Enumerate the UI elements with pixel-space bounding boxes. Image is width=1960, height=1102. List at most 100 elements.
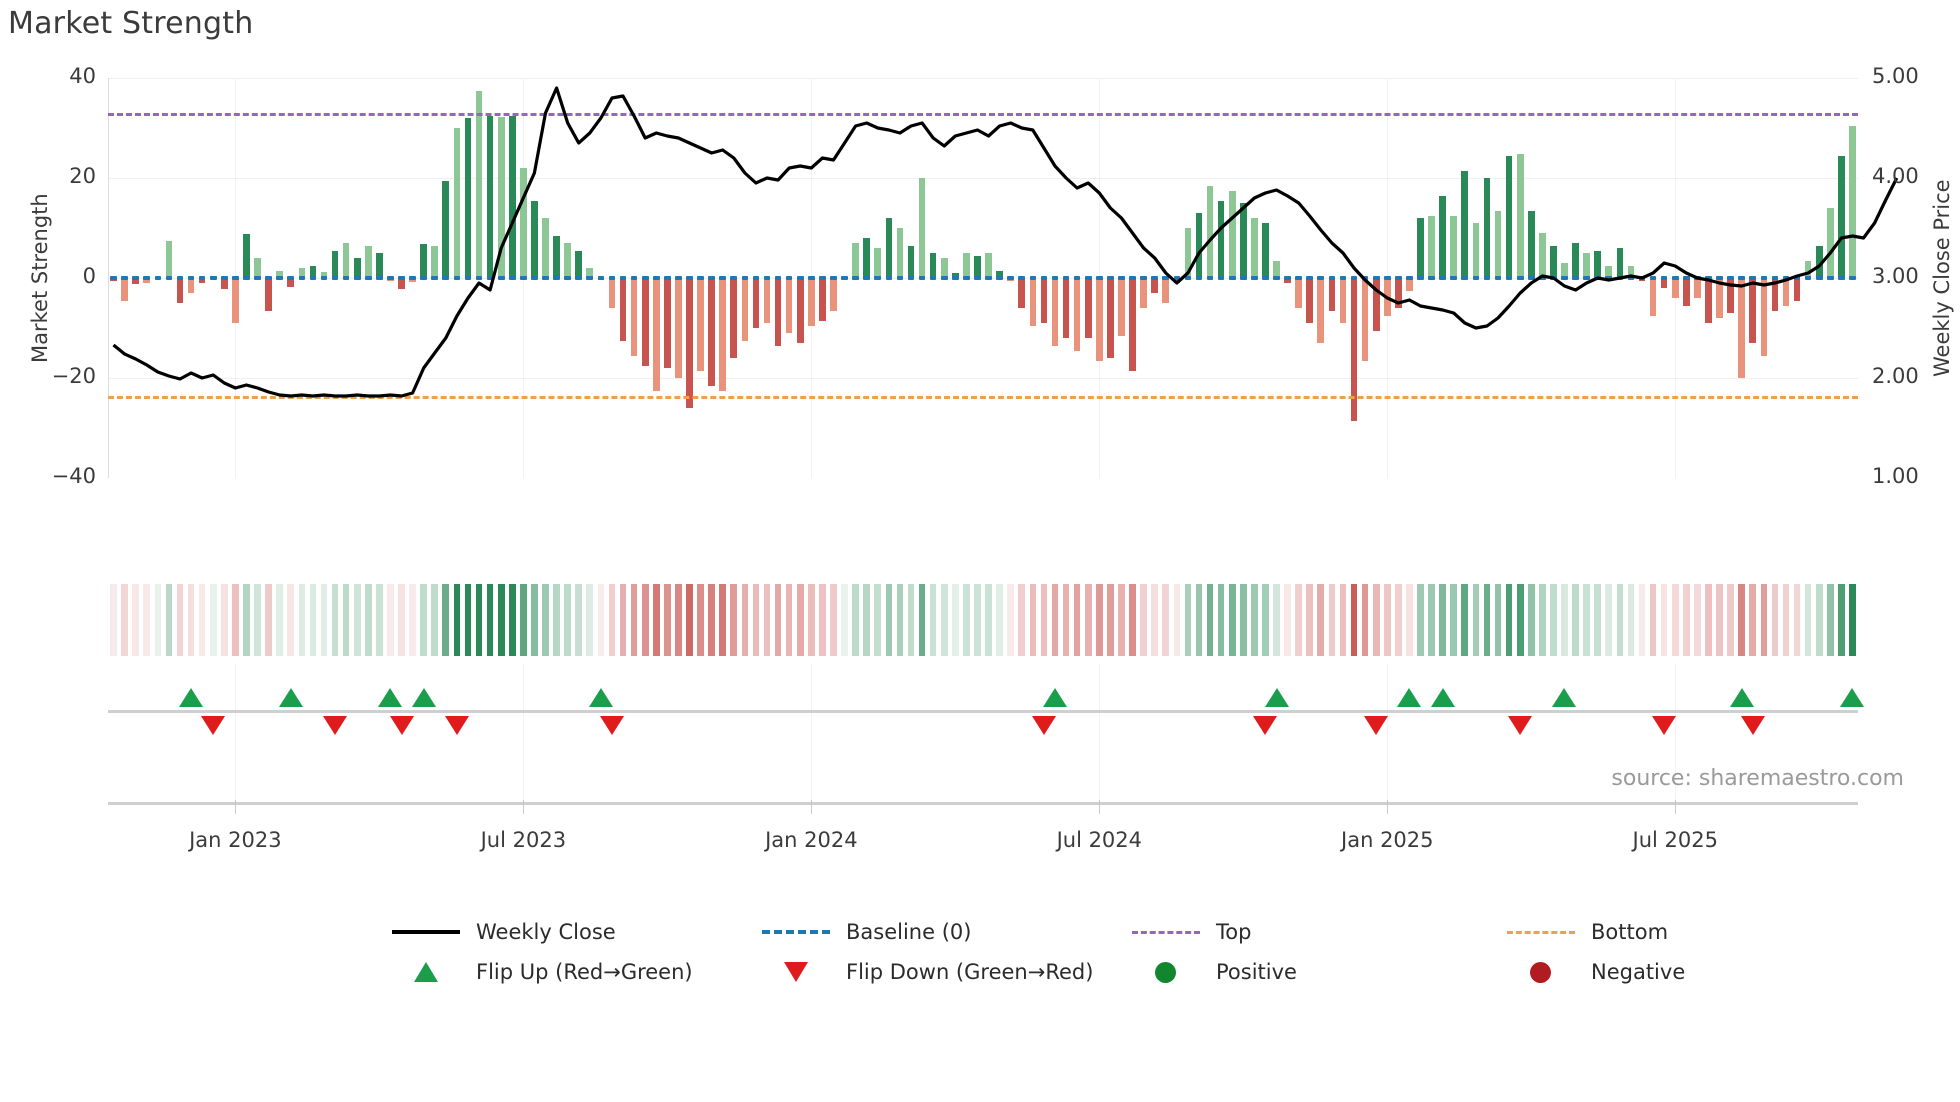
heat-cell bbox=[1383, 584, 1391, 656]
strength-bar bbox=[963, 253, 970, 278]
heat-cell bbox=[619, 584, 627, 656]
baseline-marker bbox=[963, 276, 970, 280]
legend-item-green-dot[interactable]: Positive bbox=[1130, 960, 1297, 984]
baseline-marker bbox=[1494, 276, 1502, 280]
heat-cell bbox=[675, 584, 682, 656]
heat-cell bbox=[265, 584, 272, 656]
right-tick-label: 2.00 bbox=[1872, 364, 1919, 388]
legend-item-dashed-blue-line[interactable]: Baseline (0) bbox=[760, 920, 971, 944]
strength-bar bbox=[630, 278, 638, 356]
heat-cell bbox=[719, 584, 727, 656]
strength-bar bbox=[1838, 155, 1845, 278]
strength-bar bbox=[1228, 190, 1236, 278]
baseline-marker bbox=[1129, 276, 1136, 280]
heat-cell bbox=[1084, 584, 1092, 656]
heat-cell bbox=[1472, 584, 1480, 656]
plot-inner bbox=[108, 78, 1858, 478]
strength-bar bbox=[187, 278, 195, 293]
heat-cell bbox=[1118, 584, 1125, 656]
baseline-marker bbox=[1317, 276, 1325, 280]
legend-item-dashed-orange-line[interactable]: Bottom bbox=[1505, 920, 1668, 944]
baseline-marker bbox=[1572, 276, 1579, 280]
baseline-marker bbox=[1328, 276, 1336, 280]
heat-cell bbox=[1483, 584, 1491, 656]
strength-bar bbox=[929, 253, 937, 278]
baseline-marker bbox=[1660, 276, 1668, 280]
baseline-marker bbox=[309, 276, 317, 280]
heat-cell bbox=[652, 584, 660, 656]
heat-cell bbox=[808, 584, 815, 656]
baseline-marker bbox=[575, 276, 583, 280]
baseline-marker bbox=[1217, 276, 1225, 280]
baseline-marker bbox=[1815, 276, 1823, 280]
flip-up-marker bbox=[1397, 688, 1422, 707]
baseline-marker bbox=[1251, 276, 1258, 280]
heat-cell bbox=[974, 584, 981, 656]
legend-item-red-down-triangle[interactable]: Flip Down (Green→Red) bbox=[760, 960, 1093, 984]
legend-item-green-up-triangle[interactable]: Flip Up (Red→Green) bbox=[390, 960, 693, 984]
heat-cell bbox=[907, 584, 915, 656]
top-reference-line bbox=[108, 113, 1858, 116]
legend-item-solid-black-line[interactable]: Weekly Close bbox=[390, 920, 616, 944]
strength-bar bbox=[376, 253, 383, 278]
heat-cell bbox=[1505, 584, 1513, 656]
strength-bar bbox=[1594, 250, 1602, 278]
heat-cell bbox=[1694, 584, 1701, 656]
flip-up-marker bbox=[1552, 688, 1577, 707]
baseline-marker bbox=[1007, 276, 1014, 280]
strength-bar bbox=[1151, 278, 1158, 293]
baseline-marker bbox=[929, 276, 937, 280]
heat-cell bbox=[1838, 584, 1845, 656]
strength-bar bbox=[641, 278, 649, 366]
baseline-marker bbox=[697, 276, 704, 280]
heat-cell bbox=[531, 584, 538, 656]
flip-down-marker bbox=[389, 716, 414, 735]
baseline-marker bbox=[132, 276, 139, 280]
strength-bar bbox=[309, 265, 317, 278]
legend-item-red-dot[interactable]: Negative bbox=[1505, 960, 1685, 984]
baseline-marker bbox=[298, 276, 306, 280]
baseline-marker bbox=[985, 276, 992, 280]
strength-bar bbox=[409, 278, 416, 282]
strength-bar bbox=[1804, 260, 1812, 278]
legend-item-dashed-purple-line[interactable]: Top bbox=[1130, 920, 1251, 944]
heat-cell bbox=[1749, 584, 1757, 656]
heat-cell bbox=[796, 584, 804, 656]
gridline bbox=[108, 178, 1858, 179]
strength-bar bbox=[243, 234, 250, 278]
baseline-marker bbox=[1583, 276, 1590, 280]
heat-cell bbox=[508, 584, 516, 656]
baseline-marker bbox=[1350, 276, 1358, 280]
baseline-marker bbox=[1439, 276, 1446, 280]
strength-bar bbox=[331, 250, 339, 278]
strength-bar bbox=[1206, 185, 1214, 278]
heat-cell bbox=[1306, 584, 1314, 656]
strength-bar bbox=[664, 278, 671, 368]
strength-bar bbox=[1018, 278, 1026, 308]
baseline-marker bbox=[841, 276, 848, 280]
baseline-marker bbox=[320, 276, 328, 280]
baseline-marker bbox=[1738, 276, 1746, 280]
strength-bar bbox=[1129, 278, 1136, 371]
heat-cell bbox=[963, 584, 970, 656]
red-dot-icon bbox=[1505, 961, 1577, 983]
baseline-marker bbox=[1383, 276, 1391, 280]
baseline-marker bbox=[1849, 276, 1856, 280]
strength-bar bbox=[298, 268, 306, 278]
strength-bar bbox=[708, 278, 715, 386]
strength-bar bbox=[586, 268, 594, 278]
strength-bar bbox=[475, 90, 483, 278]
strength-bar bbox=[1472, 223, 1480, 278]
baseline-marker bbox=[542, 276, 549, 280]
flip-axis-line bbox=[108, 710, 1858, 713]
strength-bar bbox=[442, 180, 450, 278]
heat-cell bbox=[785, 584, 793, 656]
baseline-marker bbox=[830, 276, 837, 280]
baseline-marker bbox=[276, 276, 283, 280]
heat-cell bbox=[1040, 584, 1048, 656]
heat-cell bbox=[819, 584, 826, 656]
baseline-marker bbox=[1395, 276, 1402, 280]
strength-bar bbox=[1660, 278, 1668, 288]
legend-item-label: Positive bbox=[1216, 960, 1297, 984]
heat-cell bbox=[132, 584, 139, 656]
